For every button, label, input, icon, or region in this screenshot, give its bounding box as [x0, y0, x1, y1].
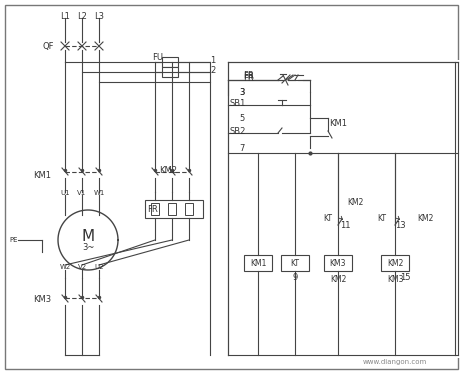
Text: 13: 13	[394, 221, 405, 230]
Text: 11: 11	[340, 221, 350, 230]
Text: SB2: SB2	[230, 126, 246, 135]
Text: U2: U2	[94, 264, 104, 270]
Text: FR: FR	[243, 71, 253, 80]
Text: 15: 15	[400, 273, 410, 282]
Text: KM2: KM2	[159, 166, 177, 175]
Bar	[151, 203, 159, 215]
Text: KT: KT	[377, 214, 387, 223]
Text: V2: V2	[77, 264, 87, 270]
Bar	[162, 67, 178, 77]
Bar	[381, 255, 409, 271]
Bar	[185, 203, 193, 215]
Text: KM1: KM1	[33, 171, 51, 180]
Bar	[244, 255, 272, 271]
Text: KM1: KM1	[250, 258, 266, 267]
Text: W1: W1	[94, 190, 105, 196]
Text: QF: QF	[42, 42, 54, 50]
Text: SB1: SB1	[230, 98, 246, 107]
Text: KM2: KM2	[387, 258, 403, 267]
Text: L1: L1	[60, 12, 70, 21]
Text: M: M	[81, 229, 94, 243]
Text: FR: FR	[147, 205, 157, 214]
Text: FR: FR	[243, 74, 253, 83]
Text: 3: 3	[239, 88, 244, 96]
Text: PE: PE	[10, 237, 18, 243]
Text: KM3: KM3	[330, 258, 346, 267]
Text: 3~: 3~	[82, 243, 94, 252]
Text: FU: FU	[152, 52, 163, 61]
Text: KM1: KM1	[329, 119, 347, 128]
Bar	[145, 200, 203, 218]
Bar	[324, 255, 352, 271]
Text: KM3: KM3	[387, 276, 403, 285]
Text: KT: KT	[290, 258, 300, 267]
Bar	[226, 60, 461, 358]
Text: U1: U1	[60, 190, 70, 196]
Text: 1: 1	[210, 55, 216, 64]
Text: KM2: KM2	[417, 214, 433, 223]
Bar	[168, 203, 176, 215]
Text: V1: V1	[77, 190, 87, 196]
Text: L3: L3	[94, 12, 104, 21]
Bar	[162, 57, 178, 67]
Text: KM3: KM3	[33, 295, 51, 304]
Text: KM2: KM2	[347, 197, 363, 206]
Text: 7: 7	[239, 144, 244, 153]
Text: 2: 2	[210, 65, 216, 74]
Bar	[281, 255, 309, 271]
Text: L2: L2	[77, 12, 87, 21]
Text: www.diangon.com: www.diangon.com	[363, 359, 427, 365]
Text: 9: 9	[292, 273, 298, 282]
Text: W2: W2	[59, 264, 71, 270]
Text: KM2: KM2	[330, 276, 346, 285]
Text: KT: KT	[324, 214, 332, 223]
Text: FR: FR	[243, 71, 253, 80]
Text: 3: 3	[239, 88, 244, 96]
Text: 5: 5	[239, 113, 244, 123]
